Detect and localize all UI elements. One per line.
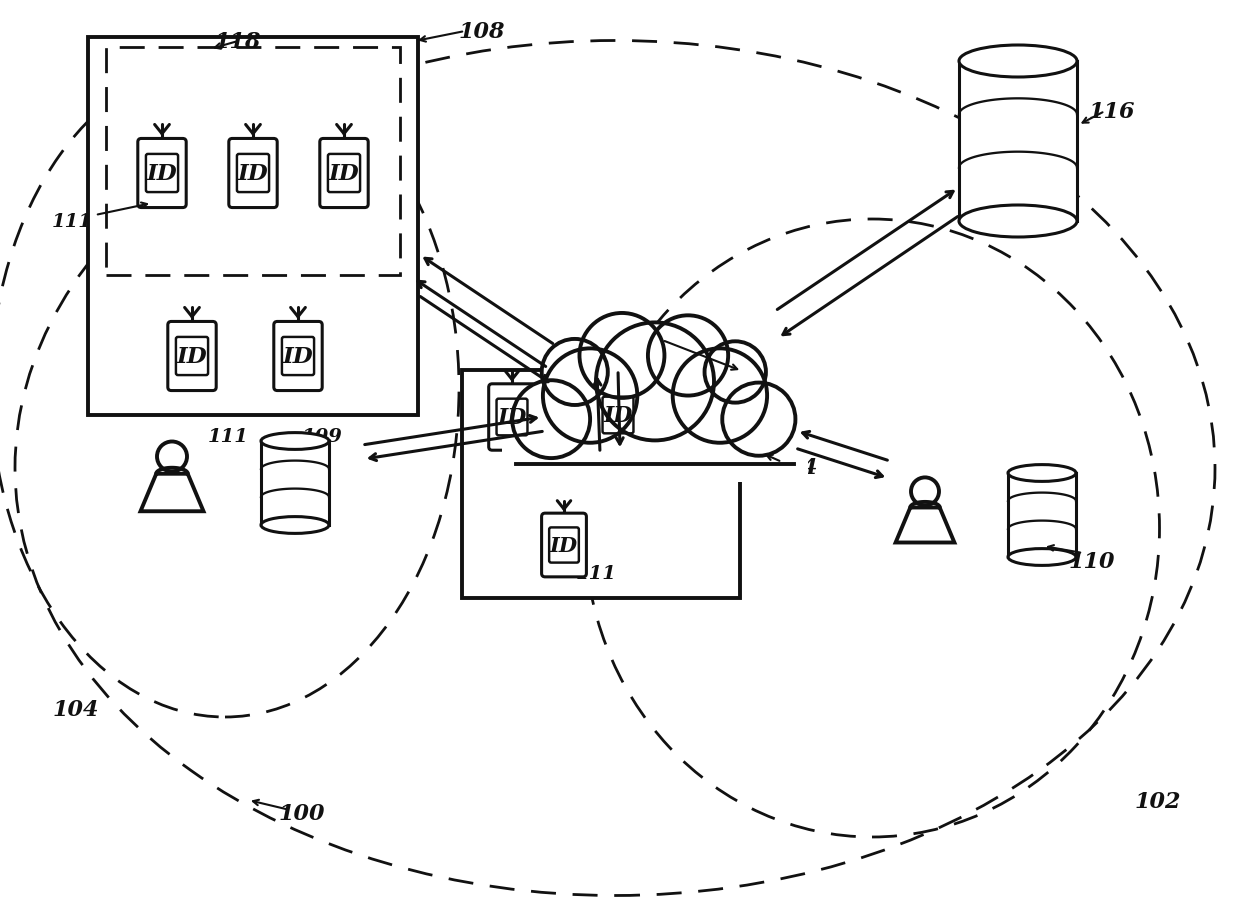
Circle shape [704, 342, 766, 404]
Text: 108: 108 [459, 21, 505, 43]
Circle shape [512, 381, 590, 459]
Text: ID: ID [329, 163, 360, 185]
Text: ID: ID [497, 406, 527, 429]
Text: ID: ID [549, 535, 578, 555]
Circle shape [579, 313, 665, 398]
Ellipse shape [1008, 549, 1076, 566]
FancyBboxPatch shape [549, 528, 579, 563]
Text: ID: ID [604, 405, 632, 426]
FancyBboxPatch shape [320, 139, 368, 209]
Bar [959, 62, 1078, 222]
Text: ID: ID [176, 346, 207, 368]
Circle shape [157, 442, 187, 472]
Text: 116: 116 [1089, 101, 1136, 123]
Text: 118: 118 [215, 31, 262, 53]
Text: 104: 104 [53, 698, 99, 721]
Circle shape [722, 383, 795, 456]
Polygon shape [140, 474, 203, 512]
Text: 111: 111 [52, 213, 93, 231]
Text: 114: 114 [771, 457, 818, 479]
Text: ID: ID [238, 163, 268, 185]
FancyBboxPatch shape [146, 154, 179, 193]
Text: 110: 110 [1069, 551, 1115, 573]
FancyBboxPatch shape [176, 338, 208, 376]
FancyBboxPatch shape [542, 514, 587, 577]
Bar [502, 417, 808, 482]
FancyBboxPatch shape [274, 322, 322, 391]
Text: 111: 111 [207, 427, 248, 445]
Circle shape [596, 323, 714, 441]
FancyBboxPatch shape [281, 338, 314, 376]
Ellipse shape [1008, 465, 1076, 482]
FancyBboxPatch shape [138, 139, 186, 209]
FancyBboxPatch shape [327, 154, 360, 193]
Circle shape [649, 316, 728, 396]
Circle shape [911, 478, 939, 506]
Text: ID: ID [283, 346, 314, 368]
Bar [88, 38, 418, 415]
Text: 111: 111 [575, 564, 616, 582]
Polygon shape [895, 507, 955, 543]
Text: 102: 102 [1135, 790, 1182, 812]
Circle shape [542, 340, 608, 405]
Ellipse shape [260, 433, 329, 450]
Text: 106: 106 [652, 321, 698, 342]
Ellipse shape [959, 46, 1078, 78]
Bar [463, 370, 740, 599]
FancyBboxPatch shape [603, 397, 634, 433]
Text: ID: ID [146, 163, 177, 185]
FancyBboxPatch shape [595, 382, 641, 449]
Text: 109: 109 [301, 427, 342, 445]
Circle shape [672, 349, 768, 443]
FancyBboxPatch shape [229, 139, 278, 209]
Ellipse shape [959, 206, 1078, 237]
Text: 100: 100 [279, 802, 325, 824]
FancyBboxPatch shape [167, 322, 216, 391]
FancyBboxPatch shape [237, 154, 269, 193]
Ellipse shape [260, 517, 329, 534]
Circle shape [543, 349, 637, 443]
Bar [1008, 473, 1076, 557]
Bar [260, 442, 329, 526]
FancyBboxPatch shape [496, 399, 527, 436]
FancyBboxPatch shape [489, 385, 536, 451]
Text: 112: 112 [288, 512, 329, 530]
